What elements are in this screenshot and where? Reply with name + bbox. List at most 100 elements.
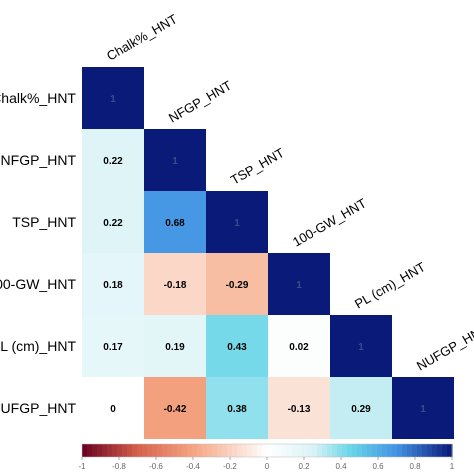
colorbar-segment [137, 444, 143, 457]
colorbar-segment [442, 444, 448, 457]
colorbar-tick-label: 1 [450, 462, 455, 471]
colorbar-segment [407, 444, 413, 457]
heatmap-cell-1-1 [144, 129, 206, 191]
row-label-3: 100-GW_HNT [0, 276, 76, 292]
heatmap-cell-4-1 [144, 315, 206, 377]
colorbar-segment [382, 444, 388, 457]
heatmap-cell-2-0 [82, 191, 144, 253]
cell-value-label-5-2: 0.38 [227, 404, 247, 415]
heatmap-cell-3-2 [206, 253, 268, 315]
colorbar-segment [237, 444, 243, 457]
colorbar-segment [422, 444, 428, 457]
colorbar-segment [352, 444, 358, 457]
heatmap-cell-4-2 [206, 315, 268, 377]
colorbar-segment [172, 444, 178, 457]
colorbar-segment [112, 444, 118, 457]
colorbar-tick-label: 0 [265, 462, 270, 471]
row-label-0: Chalk%_HNT [0, 90, 76, 106]
cell-value-label-3-3: 1 [296, 280, 302, 291]
heatmap-cell-5-0 [82, 377, 144, 439]
colorbar-segment [287, 444, 293, 457]
colorbar-segment [247, 444, 253, 457]
colorbar-segment [262, 444, 268, 457]
colorbar-tick-label: -0.2 [223, 462, 237, 471]
colorbar-segment [367, 444, 373, 457]
colorbar-segment [372, 444, 378, 457]
column-label-5: NUFGP_HNT [414, 321, 474, 374]
heatmap-cell-3-0 [82, 253, 144, 315]
column-label-1: NFGP_HNT [166, 78, 234, 126]
colorbar-segment [307, 444, 313, 457]
colorbar-segment [152, 444, 158, 457]
colorbar-segment [282, 444, 288, 457]
colorbar-segment [227, 444, 233, 457]
colorbar-segment [142, 444, 148, 457]
heatmap-cell-5-3 [268, 377, 330, 439]
cell-value-label-5-4: 0.29 [351, 404, 371, 415]
heatmap-cell-4-3 [268, 315, 330, 377]
colorbar-tick-label: -0.4 [186, 462, 200, 471]
column-label-4: PL (cm)_HNT [352, 259, 428, 312]
colorbar-segment [127, 444, 133, 457]
colorbar-segment [272, 444, 278, 457]
column-label-0: Chalk%_HNT [104, 11, 180, 63]
colorbar-tick-label: -1 [78, 462, 86, 471]
colorbar-segment [222, 444, 228, 457]
colorbar-segment [417, 444, 423, 457]
colorbar-segment [202, 444, 208, 457]
colorbar-segment [337, 444, 343, 457]
cell-value-label-1-1: 1 [172, 156, 178, 167]
row-label-2: TSP_HNT [12, 214, 76, 230]
colorbar-segment [162, 444, 168, 457]
colorbar-segment [277, 444, 283, 457]
colorbar-segment [362, 444, 368, 457]
cell-value-label-3-0: 0.18 [103, 280, 123, 291]
colorbar-segment [102, 444, 108, 457]
row-label-1: NFGP_HNT [1, 152, 77, 168]
colorbar: -1 -0.8 -0.6 -0.4 -0.2 0 0.2 0.4 0.6 0.8 1 [78, 443, 455, 471]
colorbar-segment [197, 444, 203, 457]
cell-value-label-4-2: 0.43 [227, 342, 247, 353]
colorbar-segment [267, 444, 273, 457]
colorbar-segment [82, 444, 88, 457]
colorbar-segment [257, 444, 263, 457]
cell-value-label-0-0: 1 [110, 94, 116, 105]
colorbar-segment [327, 444, 333, 457]
cell-value-label-5-3: -0.13 [288, 404, 311, 415]
colorbar-segment [312, 444, 318, 457]
colorbar-segment [292, 444, 298, 457]
colorbar-segment [357, 444, 363, 457]
colorbar-segment [147, 444, 153, 457]
colorbar-segment [207, 444, 213, 457]
colorbar-tick-label: 0.8 [409, 462, 421, 471]
cell-value-label-5-1: -0.42 [164, 404, 187, 415]
colorbar-segment [342, 444, 348, 457]
cell-value-label-4-0: 0.17 [103, 342, 123, 353]
heatmap-cell-1-0 [82, 129, 144, 191]
cell-value-label-5-0: 0 [110, 404, 116, 415]
colorbar-segment [117, 444, 123, 457]
colorbar-segment [432, 444, 438, 457]
cell-value-label-5-5: 1 [420, 404, 426, 415]
colorbar-segment [92, 444, 98, 457]
cell-value-label-2-1: 0.68 [165, 218, 185, 229]
colorbar-segment [402, 444, 408, 457]
colorbar-segment [252, 444, 258, 457]
heatmap-cell-3-3 [268, 253, 330, 315]
heatmap-cell-5-2 [206, 377, 268, 439]
colorbar-segment [397, 444, 403, 457]
cell-value-label-3-2: -0.29 [226, 280, 249, 291]
column-label-2: TSP_HNT [228, 145, 287, 188]
colorbar-segment [97, 444, 103, 457]
heatmap-cell-4-4 [330, 315, 392, 377]
colorbar-segment [392, 444, 398, 457]
heatmap-cell-4-0 [82, 315, 144, 377]
colorbar-segment [192, 444, 198, 457]
colorbar-segment [332, 444, 338, 457]
cell-value-label-3-1: -0.18 [164, 280, 187, 291]
colorbar-segment [182, 444, 188, 457]
colorbar-tick-label: 0.6 [372, 462, 384, 471]
heatmap-cell-2-1 [144, 191, 206, 253]
row-label-4: PL (cm)_HNT [0, 338, 76, 354]
